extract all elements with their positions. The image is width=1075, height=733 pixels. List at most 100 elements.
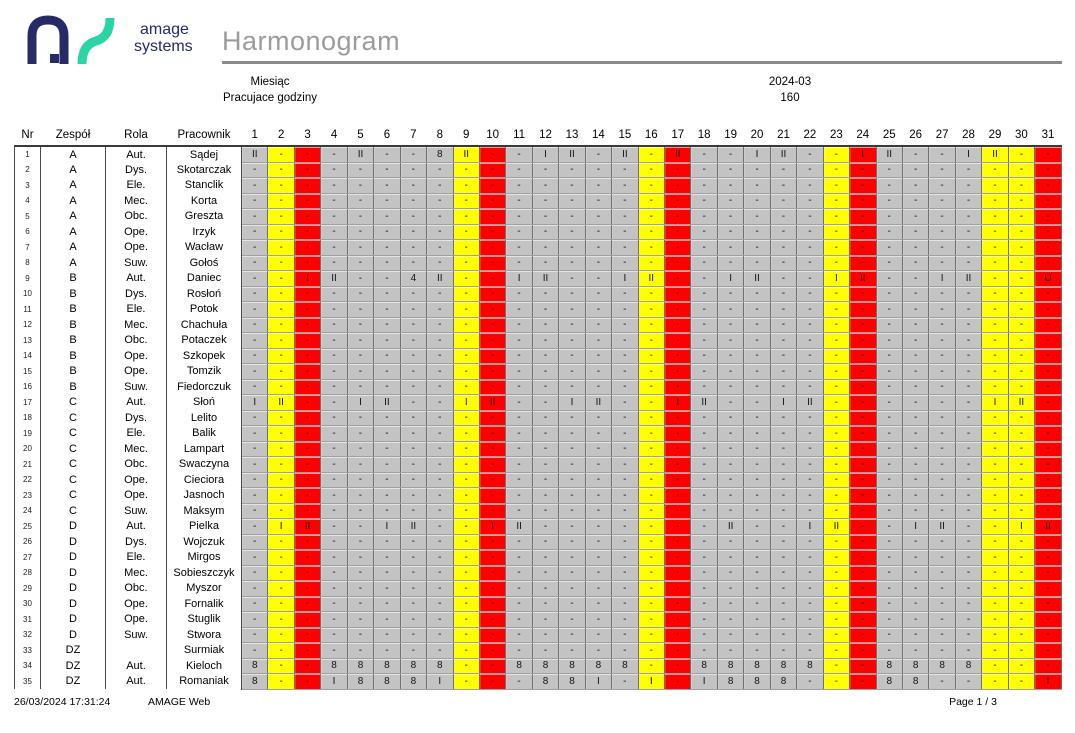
column-header: Rola [105,126,167,147]
day-cell: - [717,255,745,271]
day-cell: - [611,177,639,194]
day-cell: - [320,332,348,349]
day-cell: - [849,503,877,519]
day-cell: - [638,658,666,674]
day-cell: - [876,224,903,240]
day-cell: - [664,518,692,535]
day-cell: - [955,332,983,349]
day-cell: 8 [902,658,930,674]
cell-name: Lampart [166,441,242,457]
day-cell: - [690,146,718,163]
cell-role: Mec. [105,441,167,457]
day-cell: - [426,549,454,566]
day-cell: - [426,255,454,271]
day-cell: II [453,146,480,163]
day-cell: - [558,286,586,302]
day-cell: - [267,332,295,349]
day-cell: - [294,394,322,411]
day-cell: - [320,286,348,302]
day-cell: - [347,379,375,395]
day-header: 25 [876,126,903,147]
day-cell: - [453,332,480,349]
day-cell: II [585,394,613,411]
day-cell: - [928,580,956,597]
day-cell: - [928,255,956,271]
table-row: 30 D Ope. Fornalik - - - - - - - - - - - - - - - - - - - - - - - - -… [14,596,1062,612]
day-cell: - [849,193,877,209]
day-cell: - [294,565,322,581]
day-cell: - [743,394,771,411]
day-cell: - [849,565,877,581]
day-cell: - [796,332,824,349]
month-value: 2024-03 [768,76,812,88]
cell-team: C [40,394,106,410]
table-row: 25 D Aut. Pielka - I II - - I II - - I II - - - - - - - II - - I I… [14,518,1062,535]
day-cell: - [849,487,877,504]
day-cell: - [241,255,269,271]
day-cell: - [453,224,480,240]
day-cell: - [347,348,375,364]
day-cell: - [373,549,401,566]
cell-team: C [40,425,106,441]
day-cell: - [400,472,428,488]
table-row: 33 DZ Surmiak - - - - - - - - - - - - - - - - - - - - - - - - - - - - -… [14,642,1062,659]
cell-nr: 4 [14,193,41,209]
day-cell: - [611,534,639,550]
day-cell: - [717,332,745,349]
day-cell: - [770,503,798,519]
day-cell: - [320,549,348,566]
day-cell: - [690,162,718,178]
day-cell: - [955,642,983,659]
day-cell: - [373,286,401,302]
day-cell: - [453,503,480,519]
day-cell: - [241,348,269,364]
day-cell: - [611,286,639,302]
day-cell: - [823,611,851,628]
title-underline [222,61,1062,64]
day-cell: - [611,518,639,535]
day-header: 18 [690,126,718,147]
cell-name: Potok [166,301,242,317]
day-cell: - [823,549,851,566]
day-cell: - [294,146,322,163]
cell-name: Słoń [166,394,242,410]
day-cell: - [347,441,375,457]
day-cell: - [638,162,666,178]
day-cell: - [981,301,1009,318]
day-cell: - [1034,580,1062,597]
day-cell: - [267,286,295,302]
day-cell: - [928,162,956,178]
day-cell: - [823,658,851,674]
day-cell: - [611,208,639,225]
day-cell: - [505,348,533,364]
day-cell: - [320,580,348,597]
day-cell: - [453,286,480,302]
day-cell: - [717,301,745,318]
day-cell: - [638,239,666,256]
day-cell: II [347,146,375,163]
day-cell: - [558,332,586,349]
day-cell: - [585,611,613,628]
day-cell: - [479,193,507,209]
day-cell: I [770,394,798,411]
day-cell: - [532,472,560,488]
day-cell: - [532,332,560,349]
day-cell: - [373,611,401,628]
day-cell: - [611,301,639,318]
day-cell: - [770,177,798,194]
day-cell: I [1008,518,1036,535]
day-cell: - [585,332,613,349]
day-cell: - [294,224,322,240]
day-cell: - [796,611,824,628]
day-cell: - [902,410,930,426]
day-cell: - [690,503,718,519]
day-cell: - [1034,379,1062,395]
day-cell: - [453,177,480,194]
day-cell: II [664,146,692,163]
day-cell: - [267,534,295,550]
day-cell: - [664,534,692,550]
day-cell: - [849,534,877,550]
day-cell: - [294,193,322,209]
day-cell: - [955,162,983,178]
day-cell: - [638,317,666,333]
